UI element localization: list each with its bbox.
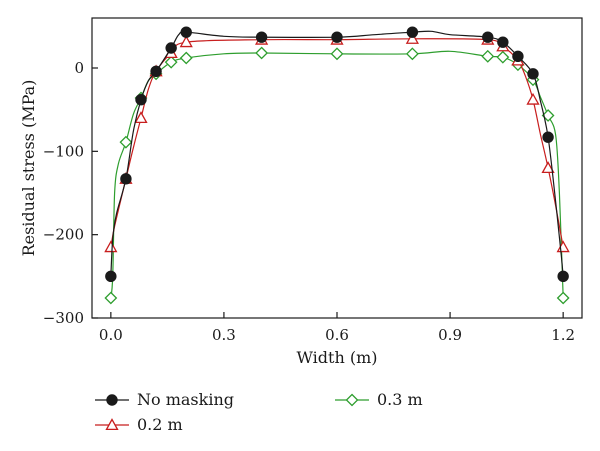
data-point [557, 270, 569, 283]
data-point [331, 31, 343, 43]
y-axis-label: Residual stress (MPa) [19, 80, 38, 257]
data-point [496, 50, 510, 64]
x-axis-ticks: 0.0 0.3 0.6 0.9 1.2 [99, 312, 575, 344]
legend-label: 0.2 m [137, 415, 183, 434]
data-point [556, 240, 570, 253]
y-tick-label: 0 [74, 59, 84, 77]
data-point [542, 131, 554, 143]
legend-entry: No masking [95, 390, 234, 409]
series-2 [104, 46, 570, 305]
data-point [556, 291, 570, 305]
legend-marker [106, 394, 118, 406]
data-point [134, 111, 148, 124]
y-tick-label: −100 [43, 142, 84, 160]
data-point [405, 47, 419, 61]
data-point [179, 51, 193, 65]
data-point [497, 36, 509, 48]
series-0 [105, 26, 569, 283]
data-point [512, 50, 524, 63]
legend-marker [345, 393, 359, 407]
series-line [110, 30, 564, 277]
x-tick-label: 0.3 [212, 326, 236, 344]
data-point [105, 270, 117, 283]
legend-marker [105, 418, 119, 431]
x-axis-label: Width (m) [297, 348, 378, 367]
series-line [110, 38, 564, 248]
legend-entry: 0.2 m [95, 415, 183, 434]
data-point [330, 47, 344, 61]
data-point [164, 55, 178, 69]
data-point [135, 93, 147, 106]
data-point [179, 35, 193, 48]
data-point [527, 68, 539, 80]
data-point [180, 26, 192, 38]
data-point [255, 31, 268, 43]
legend-label: 0.3 m [377, 390, 423, 409]
legend-label: No masking [137, 390, 234, 409]
y-axis-ticks: −300 −200 −100 0 [43, 59, 98, 327]
data-point [120, 173, 132, 185]
data-point [541, 109, 555, 122]
data-point [119, 135, 133, 149]
data-point [405, 31, 419, 44]
y-tick-label: −200 [43, 226, 84, 244]
data-point [255, 46, 269, 60]
legend: No masking 0.2 m 0.3 m [95, 390, 423, 434]
series-line [110, 50, 564, 299]
plot-frame [91, 17, 583, 319]
data-point [481, 49, 495, 63]
legend-entry: 0.3 m [335, 390, 423, 409]
series-layer [104, 26, 570, 305]
y-tick-label: −300 [43, 309, 84, 327]
series-1 [104, 31, 570, 253]
data-point [541, 161, 555, 174]
data-point [526, 92, 540, 105]
data-point [406, 26, 419, 38]
x-tick-label: 1.2 [551, 326, 575, 344]
data-point [165, 42, 177, 54]
data-point [104, 240, 118, 253]
data-point [104, 291, 118, 305]
x-tick-label: 0.9 [438, 326, 462, 344]
data-point [150, 65, 162, 78]
x-tick-label: 0.0 [99, 326, 123, 344]
x-tick-label: 0.6 [325, 326, 349, 344]
data-point [482, 31, 494, 43]
